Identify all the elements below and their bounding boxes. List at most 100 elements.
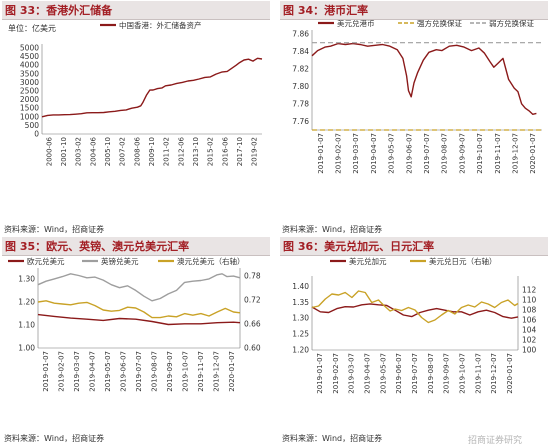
p33-x-tick-label: 2015-02	[207, 137, 215, 166]
p36-y-tick-label: 1.35	[292, 298, 309, 307]
p35-x-tick-label: 2020-01-07	[228, 351, 236, 392]
p35-legend-label-1: 英镑兑美元	[101, 256, 139, 266]
p34-series-line-0	[311, 42, 537, 116]
p36-y2-tick-label: 106	[522, 316, 537, 325]
p33-y-tick-label: 1000	[20, 112, 39, 121]
p35-y-tick-label: 1.20	[18, 297, 35, 306]
p35-x-tick-label: 2019-12-07	[213, 351, 221, 392]
p36-x-tick-label: 2019-03-07	[348, 353, 356, 394]
p33-y-tick-label: 2500	[20, 87, 39, 96]
p33-y-tick-label: 3000	[20, 78, 39, 87]
p36-y2-tick-label: 112	[522, 286, 537, 295]
p36-y-tick-label: 1.25	[292, 330, 309, 339]
p35-y-tick-label: 1.00	[18, 344, 35, 353]
p36-series-line-1	[311, 290, 519, 324]
panel-35-source: 资料来源：Wind，招商证券	[4, 434, 105, 443]
p33-x-tick-label: 2009-10	[148, 137, 156, 166]
p33-y-tick-label: 3500	[20, 69, 39, 78]
p34-x-tick-label: 2020-01-07	[529, 133, 537, 174]
panel-33-source: 资料来源：Wind，招商证券	[4, 225, 105, 234]
p34-x-tick-label: 2019-03-07	[352, 133, 360, 174]
p35-legend-label-0: 欧元兑美元	[27, 256, 65, 266]
p36-x-tick-label: 2019-12-07	[490, 353, 498, 394]
p36-y2-tick-label: 100	[522, 346, 537, 355]
panel-35-title-bar: 图 35：欧元、英镑、澳元兑美元汇率	[2, 237, 270, 256]
p36-y2-tick-label: 108	[522, 306, 537, 315]
p35-x-tick-label: 2019-03-07	[73, 351, 81, 392]
p35-x-tick-label: 2019-04-07	[88, 351, 96, 392]
p33-x-tick-label: 2017-10	[236, 137, 244, 166]
p33-x-tick-label: 2001-10	[60, 137, 68, 166]
p35-x-tick-label: 2019-08-07	[151, 351, 159, 392]
p35-x-tick-label: 2019-02-07	[57, 351, 65, 392]
p33-y-tick-label: 4500	[20, 52, 39, 61]
p34-legend-label-1: 强方兑换保证	[417, 18, 462, 28]
p36-y2-tick-label: 110	[522, 296, 537, 305]
p33-x-tick-label: 2013-10	[192, 137, 200, 166]
p35-series-line-2	[37, 300, 241, 319]
p34-x-tick-label: 2019-04-07	[370, 133, 378, 174]
p34-x-tick-label: 2019-11-07	[494, 133, 502, 174]
p33-x-tick-label: 2012-06	[177, 136, 185, 166]
p34-legend-label-0: 美元兑港币	[337, 18, 375, 28]
p34-x-tick-label: 2019-05-07	[388, 133, 396, 174]
panel-34-title-bar: 图 34：港币汇率	[280, 1, 548, 20]
p35-x-tick-label: 2019-11-07	[197, 351, 205, 392]
p36-x-tick-label: 2019-07-07	[411, 353, 419, 394]
p34-x-tick-label: 2019-09-07	[458, 133, 466, 174]
p33-unit-label: 单位：亿美元	[8, 23, 56, 33]
p35-y-tick-label: 1.10	[18, 320, 35, 329]
p34-x-tick-label: 2019-02-07	[335, 133, 343, 174]
p33-x-tick-label: 2004-06	[89, 136, 97, 166]
watermark: 招商证券研究	[468, 436, 523, 446]
p34-x-tick-label: 2019-10-07	[476, 133, 484, 174]
p36-x-tick-label: 2019-11-07	[474, 353, 482, 394]
p35-y2-tick-label: 0.78	[244, 272, 261, 281]
p36-legend-label-0: 美元兑加元	[349, 256, 387, 266]
p33-x-tick-label: 2005-10	[104, 137, 112, 166]
p35-y2-tick-label: 0.72	[244, 296, 261, 305]
p36-x-tick-label: 2019-08-07	[427, 353, 435, 394]
p33-x-tick-label: 2008-06	[133, 136, 141, 166]
p35-legend-label-2: 澳元兑美元（右轴）	[177, 256, 245, 266]
p33-x-tick-label: 2003-02	[75, 137, 83, 166]
p36-x-tick-label: 2019-06-07	[395, 353, 403, 394]
p35-y2-tick-label: 0.66	[244, 320, 261, 329]
p36-y2-tick-label: 104	[522, 326, 537, 335]
p33-x-tick-label: 2016-06	[221, 136, 229, 166]
p35-x-tick-label: 2019-05-07	[104, 351, 112, 392]
p35-x-tick-label: 2019-01-07	[42, 351, 50, 392]
panel-33-title-bar: 图 33：香港外汇储备	[2, 1, 270, 20]
p36-x-tick-label: 2019-10-07	[459, 353, 467, 394]
p34-y-tick-label: 7.84	[292, 47, 309, 56]
p35-x-tick-label: 2019-07-07	[135, 351, 143, 392]
p36-x-tick-label: 2019-05-07	[379, 353, 387, 394]
p36-y2-tick-label: 102	[522, 336, 537, 345]
p34-legend-label-2: 弱方兑换保证	[489, 18, 534, 28]
p34-y-tick-label: 7.80	[292, 82, 309, 91]
p33-y-tick-label: 4000	[20, 61, 39, 70]
panel-36-title: 图 36：美元兑加元、日元汇率	[283, 240, 435, 253]
p33-series-line-0	[41, 57, 263, 118]
p33-x-tick-label: 2019-02	[251, 137, 259, 166]
p36-y-tick-label: 1.20	[292, 346, 309, 355]
p34-x-tick-label: 2019-07-07	[423, 133, 431, 174]
p35-series-line-1	[37, 273, 241, 302]
panel-36-source: 资料来源：Wind，招商证券	[282, 434, 383, 443]
panel-34-title: 图 34：港币汇率	[283, 4, 369, 17]
p36-legend-label-1: 美元兑日元（右轴）	[429, 256, 497, 266]
p35-y2-tick-label: 0.60	[244, 344, 261, 353]
p34-y-tick-label: 7.78	[292, 99, 309, 108]
p34-y-tick-label: 7.82	[292, 64, 309, 73]
p36-x-tick-label: 2019-01-07	[316, 353, 324, 394]
p33-x-tick-label: 2011-02	[163, 137, 171, 166]
p35-x-tick-label: 2019-10-07	[182, 351, 190, 392]
p36-x-tick-label: 2019-02-07	[332, 353, 340, 394]
p33-legend-label-0: 中国香港：外汇储备资产	[119, 20, 202, 30]
p35-x-tick-label: 2019-09-07	[166, 351, 174, 392]
p34-x-tick-label: 2019-12-07	[511, 133, 519, 174]
panel-33-title: 图 33：香港外汇储备	[5, 4, 113, 17]
p33-y-tick-label: 5000	[20, 44, 39, 53]
